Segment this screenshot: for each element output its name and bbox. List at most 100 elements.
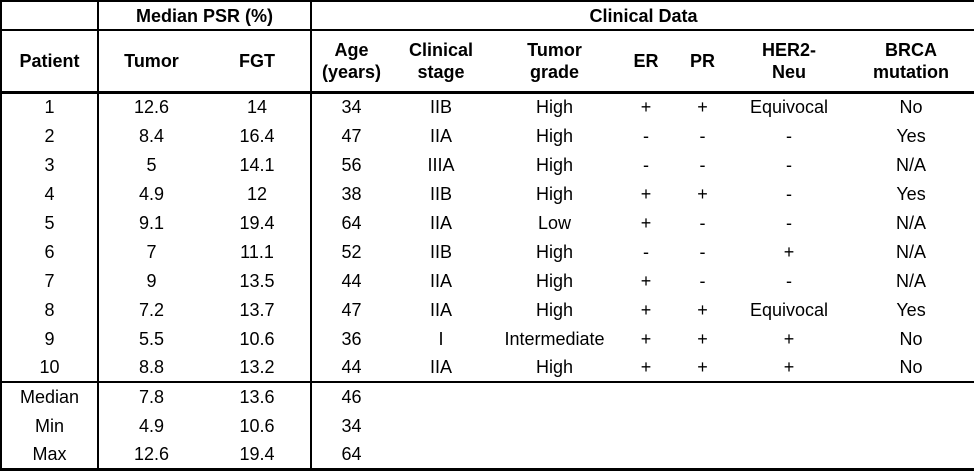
summary-empty-cells xyxy=(391,411,974,440)
cell-er: + xyxy=(640,328,652,349)
cell-er: - xyxy=(643,241,650,262)
cell-er: + xyxy=(640,299,652,320)
cell-fgt: 12 xyxy=(204,179,313,208)
table-row: 3 5 14.1 56 IIIA High - - - N/A xyxy=(1,150,974,179)
cell-stage: IIA xyxy=(430,270,453,291)
table-row: 9 5.5 10.6 36 I Intermediate + + + No xyxy=(1,324,974,353)
cell-patient: 7 xyxy=(1,266,99,295)
cell-fgt: 19.4 xyxy=(204,440,313,469)
cell-tumor: 4.9 xyxy=(138,415,165,436)
summary-label: Max xyxy=(1,440,99,469)
cell-her2: - xyxy=(786,212,793,233)
cell-er: - xyxy=(643,125,650,146)
cell-brca: Yes xyxy=(896,299,926,320)
cell-age: 47 xyxy=(341,299,362,320)
column-header-fgt: FGT xyxy=(204,30,313,94)
cell-pr: + xyxy=(697,183,708,204)
table-row: 6 7 11.1 52 IIB High - - + N/A xyxy=(1,237,974,266)
summary-row-max: Max 12.6 19.4 64 xyxy=(1,440,974,469)
cell-stage: IIA xyxy=(430,125,453,146)
cell-grade: High xyxy=(536,241,574,262)
cell-pr: - xyxy=(699,241,706,262)
cell-her2: + xyxy=(783,241,795,262)
cell-fgt: 14.1 xyxy=(204,150,313,179)
table-row: 10 8.8 13.2 44 IIA High + + + No xyxy=(1,353,974,383)
cell-tumor: 8.8 xyxy=(98,353,204,383)
cell-age: 64 xyxy=(341,443,362,464)
cell-pr: + xyxy=(697,97,708,118)
cell-brca: N/A xyxy=(896,241,927,262)
cell-fgt: 13.5 xyxy=(204,266,313,295)
cell-fgt: 10.6 xyxy=(204,324,313,353)
cell-fgt: 13.2 xyxy=(204,353,313,383)
column-header-her2-neu: HER2- Neu xyxy=(731,30,848,94)
cell-patient: 5 xyxy=(1,208,99,237)
cell-tumor: 5.5 xyxy=(138,328,165,349)
cell-brca: No xyxy=(847,353,974,383)
cell-er: - xyxy=(643,154,650,175)
cell-brca: N/A xyxy=(896,154,927,175)
cell-fgt: 11.1 xyxy=(204,237,313,266)
cell-fgt: 13.6 xyxy=(204,382,313,411)
cell-patient: 9 xyxy=(1,324,99,353)
cell-grade: High xyxy=(536,183,574,204)
cell-grade: High xyxy=(536,97,574,118)
cell-stage: I xyxy=(438,328,444,349)
column-header-clinical-stage: Clinical stage xyxy=(391,30,492,94)
cell-age: 64 xyxy=(341,212,362,233)
cell-age: 46 xyxy=(341,387,362,407)
cell-stage: IIB xyxy=(430,97,453,118)
cell-grade: High xyxy=(536,270,574,291)
cell-her2: + xyxy=(731,353,848,383)
column-header-brca-mutation: BRCA mutation xyxy=(847,30,974,94)
summary-empty-cells xyxy=(391,440,974,469)
cell-pr: - xyxy=(699,270,706,291)
cell-stage: IIB xyxy=(430,183,453,204)
cell-er: + xyxy=(640,270,652,291)
cell-patient: 3 xyxy=(1,150,99,179)
column-header-pr: PR xyxy=(674,30,732,94)
cell-tumor: 4.9 xyxy=(138,183,165,204)
table-row-group-headers: Median PSR (%) Clinical Data xyxy=(1,1,974,31)
summary-row-median: Median 7.8 13.6 46 xyxy=(1,382,974,411)
cell-fgt: 16.4 xyxy=(204,121,313,150)
cell-grade: High xyxy=(491,353,619,383)
cell-pr: - xyxy=(699,125,706,146)
cell-her2: - xyxy=(786,154,793,175)
cell-age: 56 xyxy=(341,154,362,175)
cell-fgt: 10.6 xyxy=(204,411,313,440)
summary-row-min: Min 4.9 10.6 34 xyxy=(1,411,974,440)
cell-patient: 8 xyxy=(1,295,99,324)
cell-er: + xyxy=(640,212,652,233)
cell-grade: High xyxy=(536,154,574,175)
table-row-column-headers: Patient Tumor FGT Age (years) Clinical s… xyxy=(1,30,974,94)
cell-age: 52 xyxy=(341,241,362,262)
cell-age: 44 xyxy=(311,353,392,383)
table-row: 4 4.9 12 38 IIB High + + - Yes xyxy=(1,179,974,208)
table-row: 5 9.1 19.4 64 IIA Low + - - N/A xyxy=(1,208,974,237)
cell-pr: + xyxy=(697,328,708,349)
cell-her2: - xyxy=(786,125,793,146)
cell-stage: IIB xyxy=(430,241,453,262)
cell-age: 36 xyxy=(341,328,362,349)
cell-pr: - xyxy=(699,154,706,175)
cell-her2: Equivocal xyxy=(749,97,829,118)
cell-tumor: 9 xyxy=(146,270,157,291)
cell-her2: - xyxy=(786,270,793,291)
cell-fgt: 14 xyxy=(204,92,313,121)
cell-er: + xyxy=(618,353,675,383)
cell-fgt: 13.7 xyxy=(204,295,313,324)
table-row: 1 12.6 14 34 IIB High + + Equivocal No xyxy=(1,92,974,121)
cell-grade: Intermediate xyxy=(504,328,605,349)
cell-grade: High xyxy=(536,125,574,146)
cell-brca: No xyxy=(899,97,923,118)
cell-patient: 1 xyxy=(1,92,99,121)
cell-stage: IIIA xyxy=(427,154,455,175)
column-header-patient: Patient xyxy=(1,30,99,94)
cell-tumor: 8.4 xyxy=(138,125,165,146)
cell-tumor: 5 xyxy=(146,154,157,175)
column-header-tumor: Tumor xyxy=(98,30,204,94)
cell-er: + xyxy=(640,97,652,118)
cell-grade: High xyxy=(536,299,574,320)
